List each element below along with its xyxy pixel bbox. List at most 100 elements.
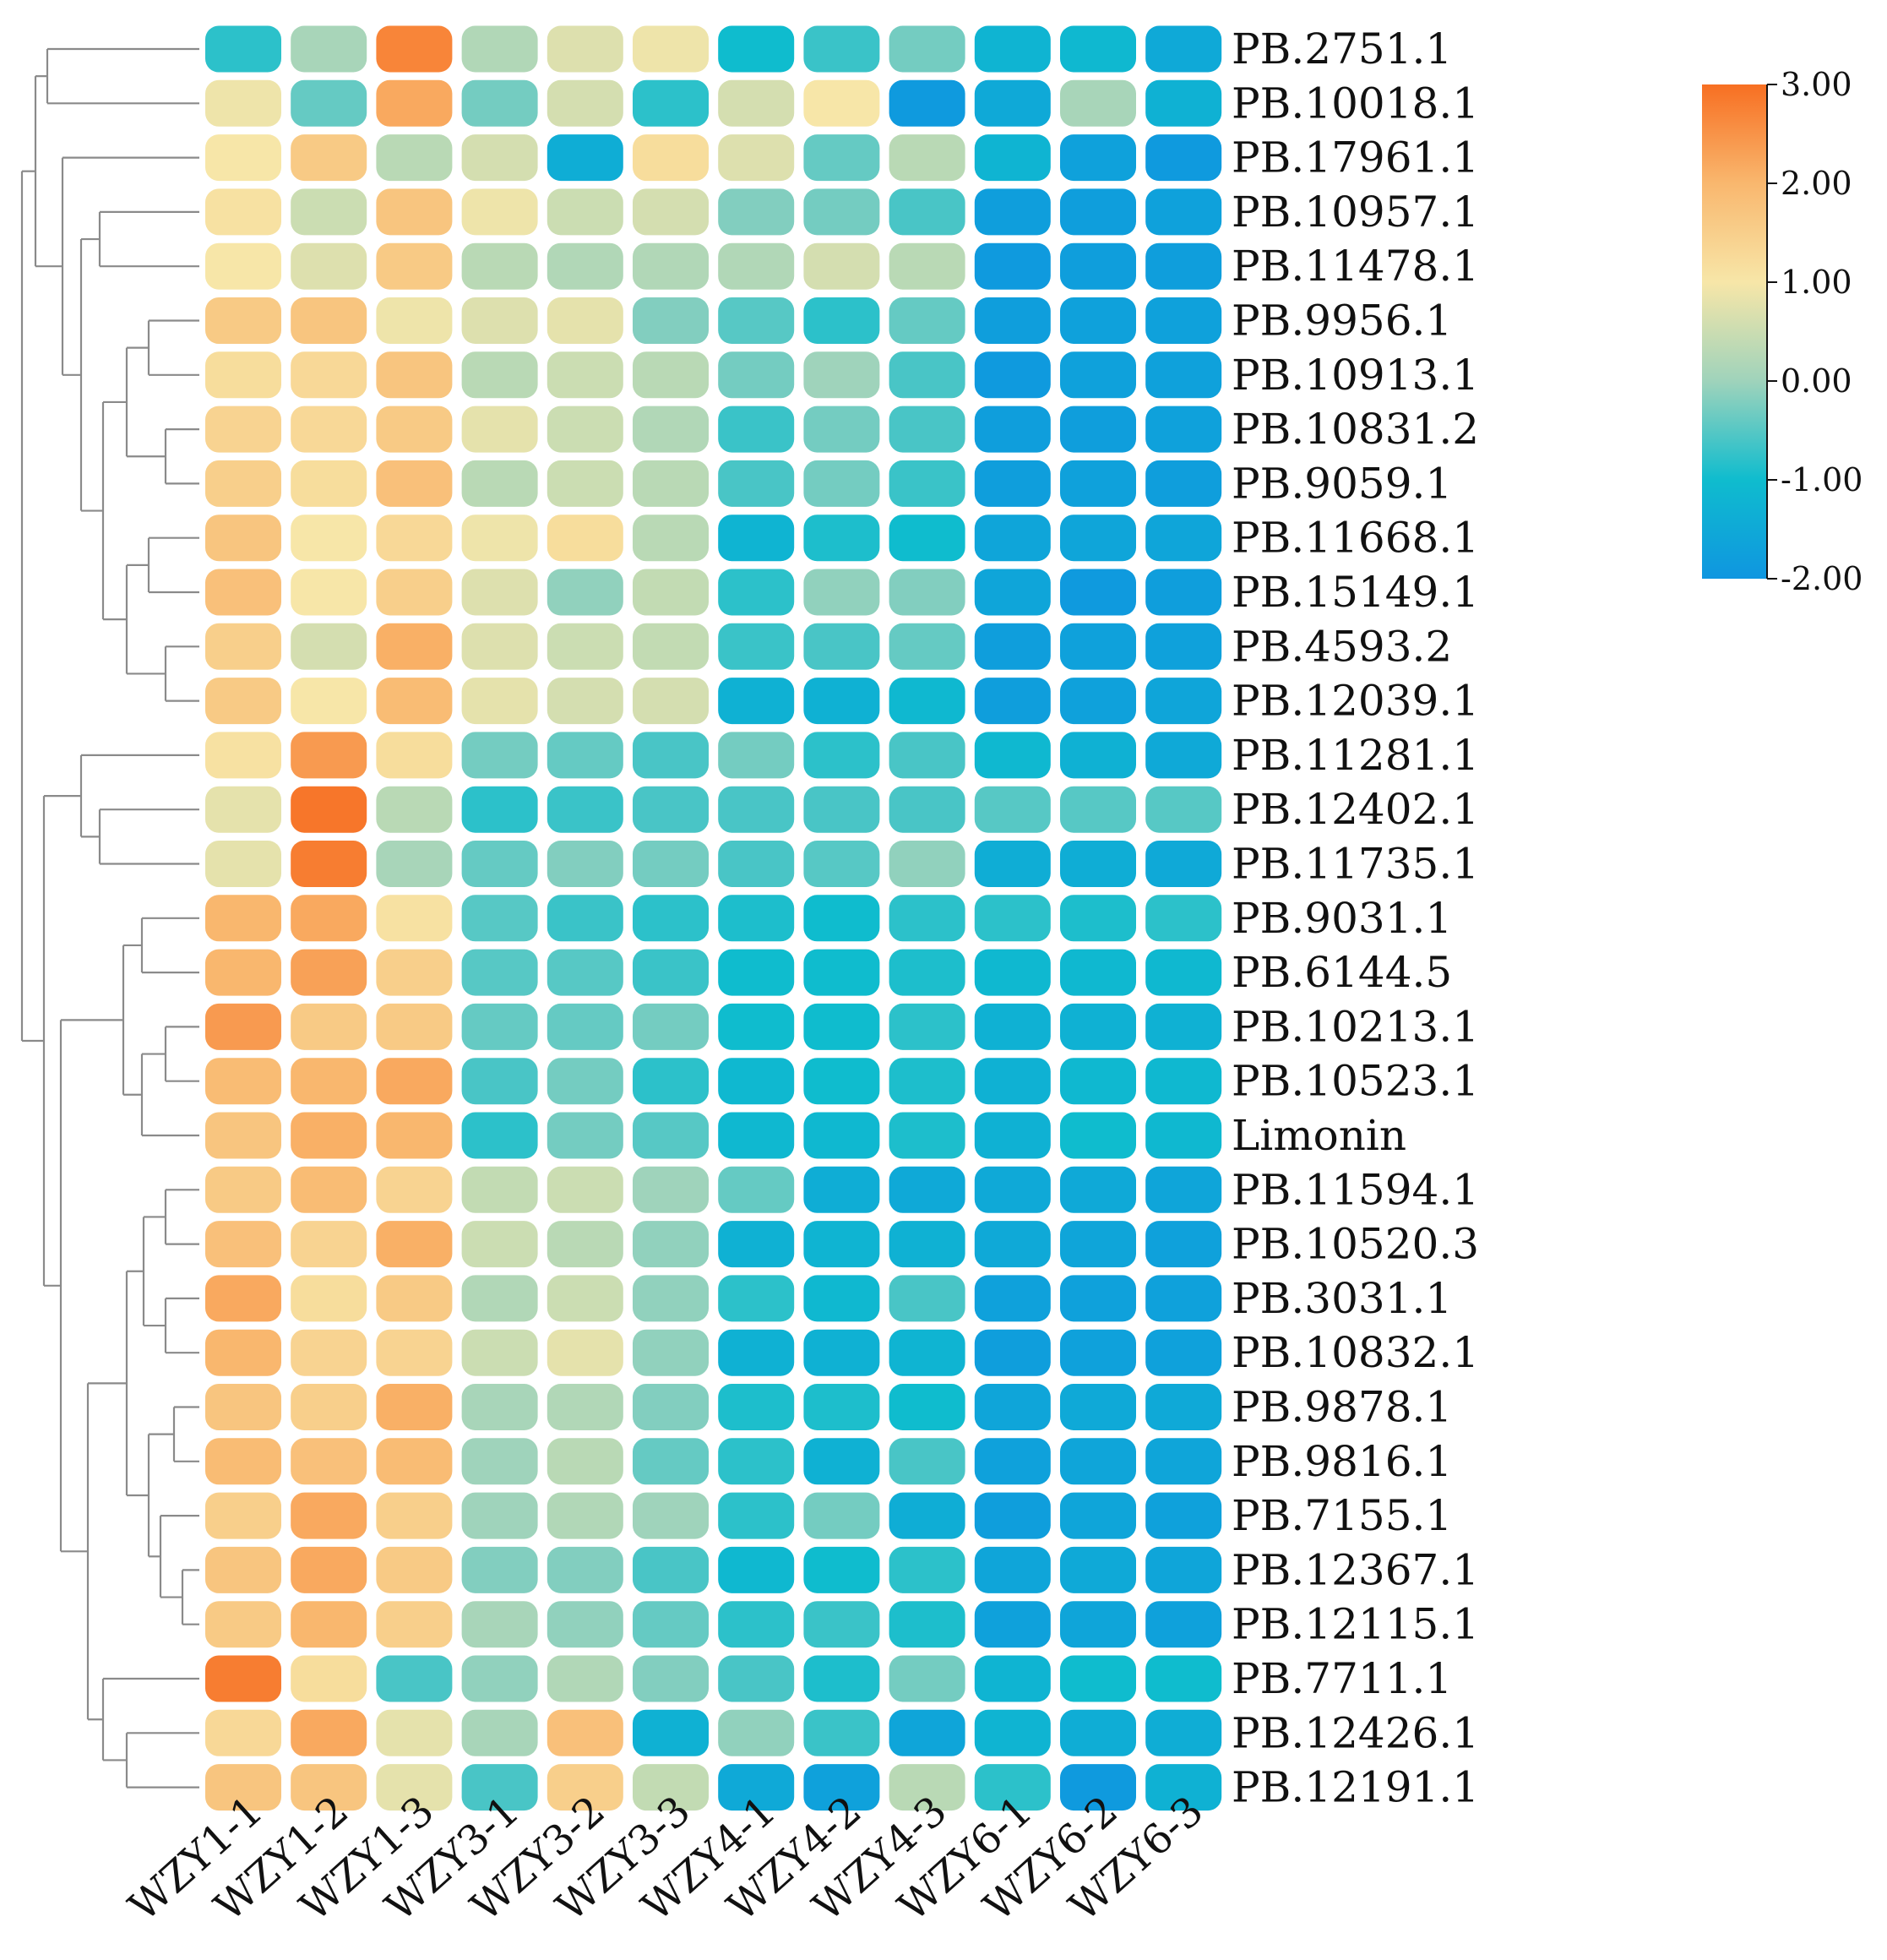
heatmap-cell [718,242,795,290]
heatmap-cell [1060,1546,1136,1593]
heatmap-cell [803,732,880,779]
heatmap-cell [1060,25,1136,73]
heatmap-cell [1060,678,1136,725]
heatmap-cell [291,406,367,453]
heatmap-cell [205,1492,281,1539]
heatmap-cell [1145,786,1222,833]
heatmap-cell [205,1655,281,1702]
colorbar-tick-label: 1.00 [1781,264,1852,301]
row-label: PB.9816.1 [1232,1437,1452,1486]
row-label: PB.10520.3 [1232,1220,1479,1269]
heatmap-cell [633,1003,709,1050]
heatmap-cell [205,1166,281,1213]
row-label: PB.9956.1 [1232,297,1452,346]
heatmap-cell [1145,1655,1222,1702]
heatmap-cell [974,1438,1051,1485]
heatmap-cell [205,1438,281,1485]
heatmap-cell [376,406,453,453]
heatmap-cell [1145,569,1222,616]
heatmap-cell [1145,134,1222,182]
heatmap-cell [803,79,880,127]
heatmap-cell [803,1221,880,1268]
heatmap-cell [803,1438,880,1485]
heatmap-cell [205,895,281,942]
heatmap-cell [718,1329,795,1376]
heatmap-cell [803,786,880,833]
heatmap-cell [291,25,367,73]
heatmap-cell [205,1058,281,1105]
heatmap-cell [547,514,623,562]
heatmap-cell [803,1384,880,1430]
heatmap-cell [291,1384,367,1430]
heatmap-cell [803,188,880,236]
heatmap-cell [889,351,965,399]
heatmap-cell [291,1438,367,1485]
heatmap-cell [1060,1384,1136,1430]
heatmap-cell [376,1601,453,1648]
colorbar-tick-label: -1.00 [1781,461,1863,498]
heatmap-cell [1060,406,1136,453]
heatmap-cell [974,1058,1051,1105]
heatmap-cell [205,1709,281,1756]
heatmap-cell [803,1329,880,1376]
row-label: PB.12039.1 [1232,677,1479,726]
heatmap-cell [974,623,1051,670]
heatmap-cell [1060,351,1136,399]
heatmap-cell [547,1275,623,1322]
row-label: PB.3031.1 [1232,1274,1452,1323]
heatmap-cell [376,1112,453,1159]
heatmap-cell [803,1764,880,1811]
heatmap-cell [291,514,367,562]
heatmap-cell [889,1764,965,1811]
heatmap-cell [889,1329,965,1376]
row-label: PB.12402.1 [1232,785,1479,834]
row-label: PB.10957.1 [1232,188,1479,237]
heatmap-cell [547,242,623,290]
row-label: PB.2751.1 [1232,24,1452,74]
heatmap-cell [974,1764,1051,1811]
heatmap-cell [718,786,795,833]
heatmap-cell [803,1112,880,1159]
heatmap-cell [1060,297,1136,344]
heatmap-cell [889,460,965,507]
heatmap-cell [803,460,880,507]
heatmap-cell [889,949,965,996]
heatmap-cell [889,623,965,670]
heatmap-cell [718,1709,795,1756]
heatmap-cell [718,1601,795,1648]
heatmap-cell [633,732,709,779]
heatmap-cell [889,1492,965,1539]
heatmap-cell [547,1655,623,1702]
row-label: PB.12367.1 [1232,1545,1479,1594]
heatmap-cell [633,1221,709,1268]
heatmap-cell [633,1112,709,1159]
heatmap-cell [803,1709,880,1756]
heatmap-cell [547,134,623,182]
heatmap-cell [376,1003,453,1050]
heatmap-cell [461,460,538,507]
heatmap-cell [291,351,367,399]
heatmap-cell [974,134,1051,182]
heatmap-cell [803,1601,880,1648]
heatmap-cell [633,188,709,236]
heatmap-cell [1145,1058,1222,1105]
heatmap-cell [718,949,795,996]
colorbar-gradient [1702,84,1767,579]
heatmap-cell [889,134,965,182]
heatmap-cell [376,1709,453,1756]
colorbar: 3.00 2.00 1.00 0.00 -1.00 -2.00 [1702,66,1863,597]
heatmap-cell [889,297,965,344]
heatmap-cell [205,623,281,670]
heatmap-cell [1145,1709,1222,1756]
row-label: PB.10018.1 [1232,79,1479,128]
heatmap-cell [803,895,880,942]
heatmap-cell [291,1709,367,1756]
heatmap-cell [205,1003,281,1050]
heatmap-cell [1145,25,1222,73]
heatmap-cell [803,623,880,670]
heatmap-cell [633,895,709,942]
heatmap-cell [1060,949,1136,996]
heatmap-cell [633,1275,709,1322]
heatmap-cell [633,1601,709,1648]
heatmap-cell [803,1058,880,1105]
